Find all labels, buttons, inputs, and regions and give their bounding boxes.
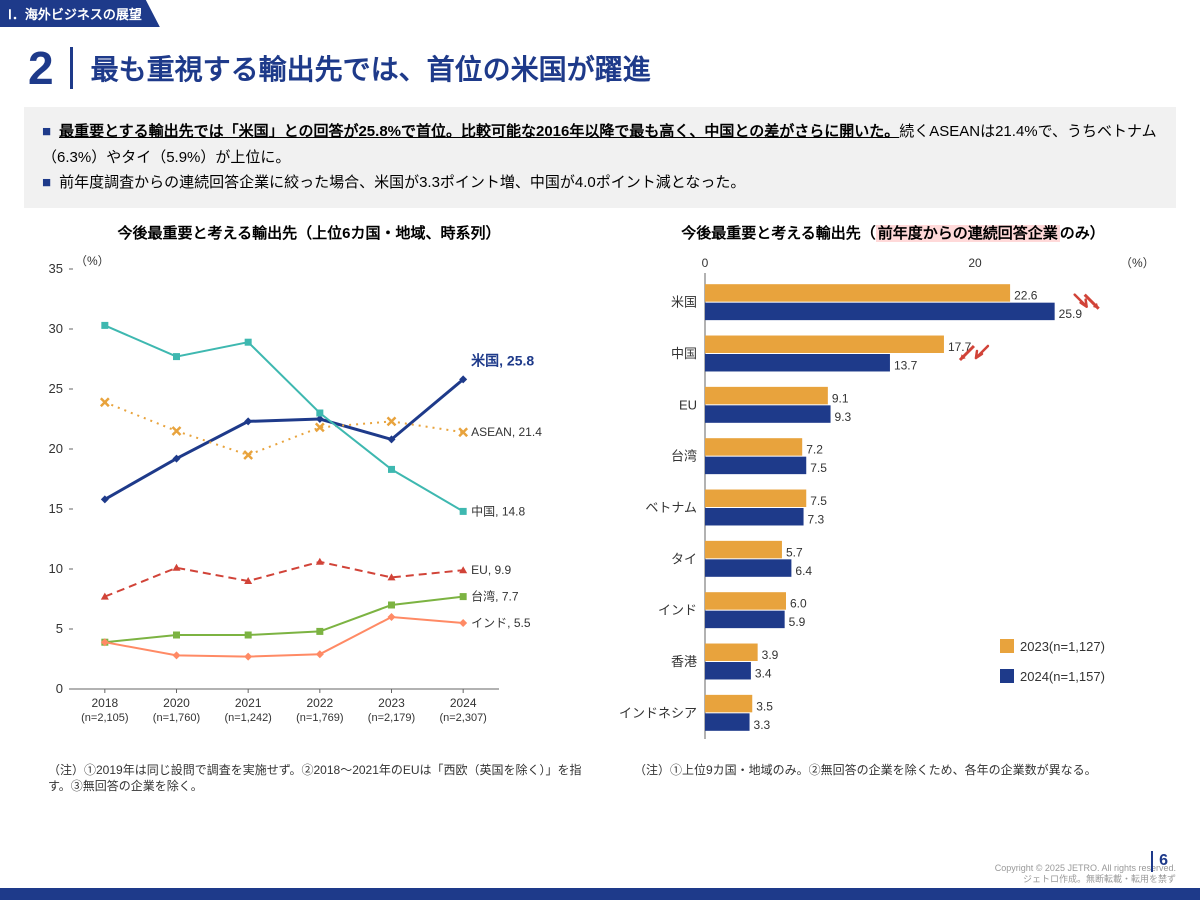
svg-text:(n=2,105): (n=2,105) — [81, 712, 128, 724]
svg-text:3.5: 3.5 — [756, 699, 773, 713]
svg-text:25: 25 — [49, 381, 63, 396]
svg-text:6.4: 6.4 — [795, 563, 812, 577]
svg-text:インド: インド — [658, 602, 697, 617]
summary-box: ■最重要とする輸出先では「米国」との回答が25.8%で首位。比較可能な2016年… — [24, 107, 1176, 208]
svg-text:タイ: タイ — [671, 551, 697, 566]
svg-text:13.7: 13.7 — [894, 358, 918, 372]
svg-text:ベトナム: ベトナム — [645, 500, 697, 515]
svg-text:米国, 25.8: 米国, 25.8 — [471, 352, 534, 368]
summary-bold-1: 最重要とする輸出先では「米国」との回答が25.8%で首位。比較可能な2016年以… — [59, 123, 899, 140]
svg-text:9.1: 9.1 — [832, 391, 849, 405]
svg-text:2022: 2022 — [306, 696, 333, 710]
summary-line-2: 前年度調査からの連続回答企業に絞った場合、米国が3.3ポイント増、中国が4.0ポ… — [59, 174, 745, 191]
svg-text:（%）: （%） — [1120, 256, 1155, 270]
svg-text:香港: 香港 — [671, 654, 697, 669]
left-chart-title: 今後最重要と考える輸出先（上位6カ国・地域、時系列） — [24, 222, 594, 243]
svg-text:20: 20 — [49, 441, 63, 456]
svg-text:7.5: 7.5 — [810, 494, 827, 508]
svg-text:2024: 2024 — [450, 696, 477, 710]
svg-text:9.3: 9.3 — [835, 409, 852, 423]
svg-text:0: 0 — [56, 681, 63, 696]
svg-text:インド, 5.5: インド, 5.5 — [471, 616, 531, 630]
left-chart-note: （注）①2019年は同じ設問で調査を実施せず。②2018～2021年のEUは「西… — [48, 762, 582, 796]
svg-text:2023: 2023 — [378, 696, 405, 710]
svg-text:5: 5 — [56, 621, 63, 636]
svg-text:5.7: 5.7 — [786, 545, 803, 559]
page-number: 6 — [1151, 851, 1168, 872]
svg-text:0: 0 — [702, 256, 709, 270]
svg-text:EU, 9.9: EU, 9.9 — [471, 563, 511, 577]
svg-text:15: 15 — [49, 501, 63, 516]
svg-text:10: 10 — [49, 561, 63, 576]
page-title-row: 2 最も重視する輸出先では、首位の米国が躍進 — [28, 41, 1200, 95]
right-chart-title: 今後最重要と考える輸出先（前年度からの連続回答企業のみ） — [610, 222, 1176, 243]
svg-text:2023(n=1,127): 2023(n=1,127) — [1020, 639, 1105, 654]
svg-text:2024(n=1,157): 2024(n=1,157) — [1020, 669, 1105, 684]
svg-text:2018: 2018 — [91, 696, 118, 710]
svg-text:22.6: 22.6 — [1014, 288, 1038, 302]
svg-text:6.0: 6.0 — [790, 596, 807, 610]
section-header-tab: Ⅰ．海外ビジネスの展望 — [0, 0, 160, 27]
svg-text:5.9: 5.9 — [789, 615, 806, 629]
page-title: 最も重視する輸出先では、首位の米国が躍進 — [91, 48, 651, 88]
svg-text:35: 35 — [49, 261, 63, 276]
footer-bar — [0, 888, 1200, 900]
svg-text:3.3: 3.3 — [754, 717, 771, 731]
line-chart: （%） 0 5 10 15 20 25 30 35 2018 (n=2,105) 2020 (n=1,7… — [24, 249, 594, 749]
svg-text:3.4: 3.4 — [755, 666, 772, 680]
svg-text:台湾, 7.7: 台湾, 7.7 — [471, 588, 519, 603]
svg-text:台湾: 台湾 — [671, 448, 697, 463]
svg-text:25.9: 25.9 — [1059, 307, 1083, 321]
svg-text:中国, 14.8: 中国, 14.8 — [471, 503, 525, 518]
right-chart-note: （注）①上位9カ国・地域のみ。②無回答の企業を除くため、各年の企業数が異なる。 — [634, 762, 1164, 779]
bar-chart: 020（%）米国22.625.9中国17.713.7EU9.19.3台湾7.27… — [610, 249, 1170, 749]
svg-text:7.5: 7.5 — [810, 461, 827, 475]
svg-text:7.3: 7.3 — [808, 512, 825, 526]
svg-text:(n=1,769): (n=1,769) — [296, 712, 343, 724]
svg-text:20: 20 — [968, 256, 982, 270]
svg-text:(n=2,179): (n=2,179) — [368, 712, 415, 724]
svg-text:30: 30 — [49, 321, 63, 336]
svg-text:(n=2,307): (n=2,307) — [439, 712, 486, 724]
svg-text:EU: EU — [679, 397, 697, 412]
title-divider — [70, 47, 73, 89]
svg-text:2020: 2020 — [163, 696, 190, 710]
svg-text:(n=1,760): (n=1,760) — [153, 712, 200, 724]
svg-text:3.9: 3.9 — [762, 648, 779, 662]
title-number: 2 — [28, 41, 54, 95]
svg-text:米国: 米国 — [671, 294, 697, 309]
svg-text:ASEAN, 21.4: ASEAN, 21.4 — [471, 425, 542, 439]
svg-text:中国: 中国 — [671, 346, 697, 361]
svg-text:（%）: （%） — [75, 254, 110, 268]
footer-copyright: Copyright © 2025 JETRO. All rights reser… — [995, 863, 1176, 886]
svg-text:7.2: 7.2 — [806, 442, 823, 456]
svg-text:2021: 2021 — [235, 696, 262, 710]
svg-text:インドネシア: インドネシア — [619, 705, 697, 720]
svg-text:(n=1,242): (n=1,242) — [224, 712, 271, 724]
